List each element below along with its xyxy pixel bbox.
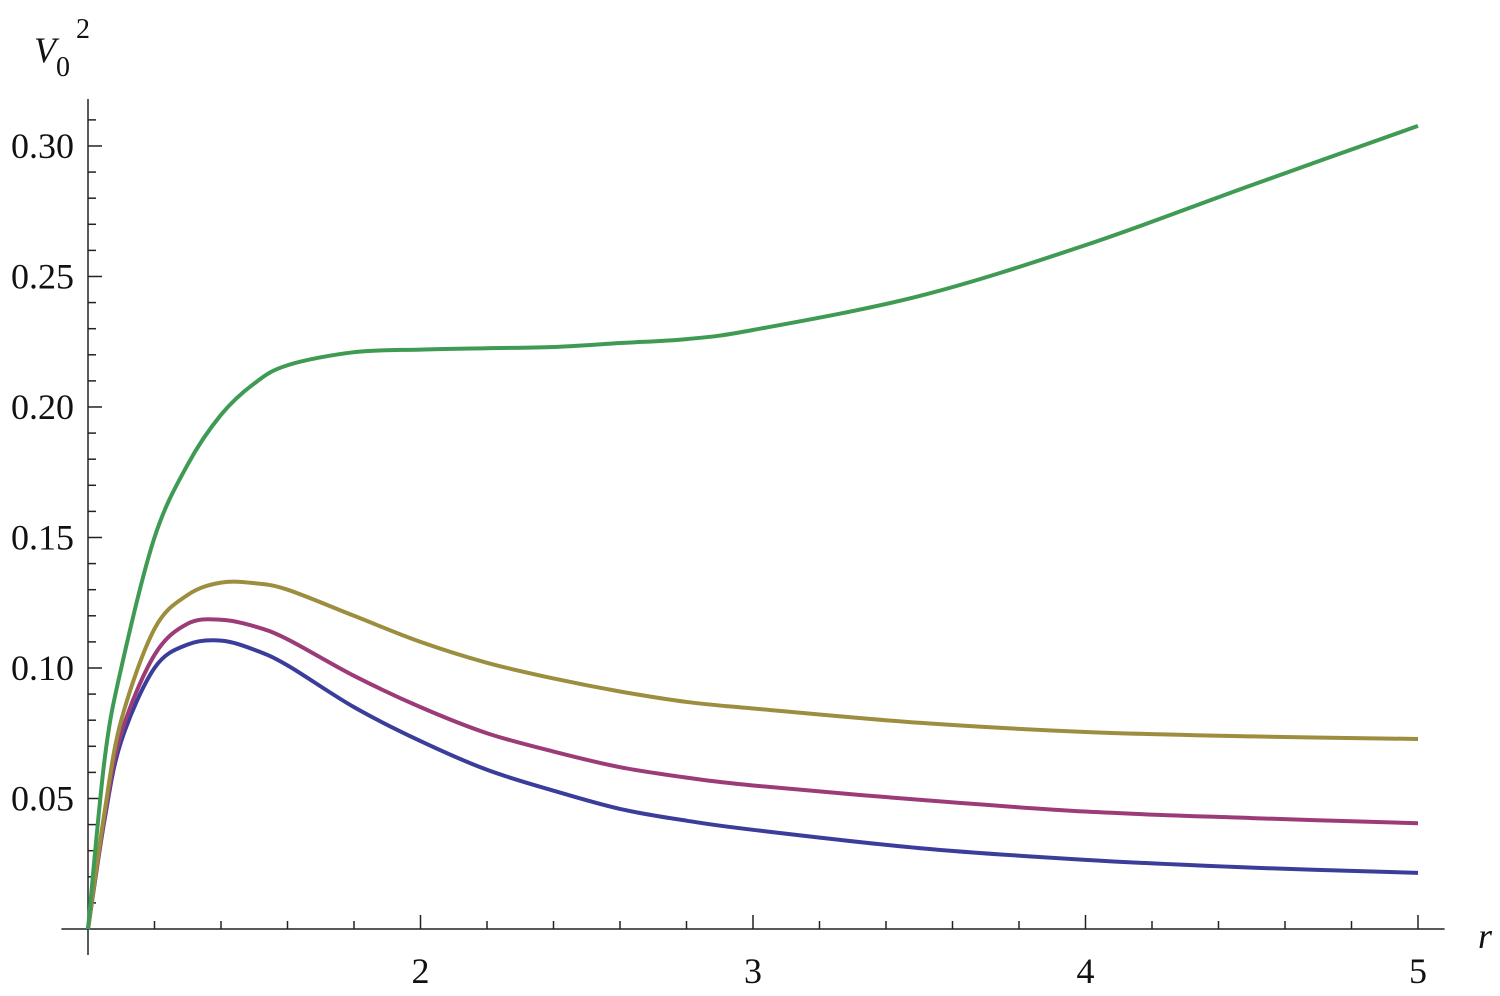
x-tick-label: 2	[412, 951, 430, 991]
x-tick-label: 5	[1409, 951, 1427, 991]
y-tick-label: 0.30	[11, 126, 74, 166]
y-tick-label: 0.20	[11, 387, 74, 427]
x-tick-label: 3	[744, 951, 762, 991]
series-line	[86, 579, 1419, 930]
y-label-main: V	[34, 30, 60, 70]
y-label-sup: 2	[76, 14, 90, 45]
y-tick-label: 0.05	[11, 778, 74, 818]
x-tick-label: 4	[1077, 951, 1095, 991]
y-tick-label: 0.10	[11, 648, 74, 688]
y-tick-label: 0.25	[11, 256, 74, 296]
x-axis-label: r	[1478, 916, 1493, 956]
y-tick-label: 0.15	[11, 517, 74, 557]
y-axis-label: V02	[34, 14, 90, 83]
series-line	[86, 124, 1419, 930]
series-line	[86, 617, 1419, 930]
y-label-sub: 0	[56, 52, 70, 83]
series-line	[86, 638, 1419, 930]
